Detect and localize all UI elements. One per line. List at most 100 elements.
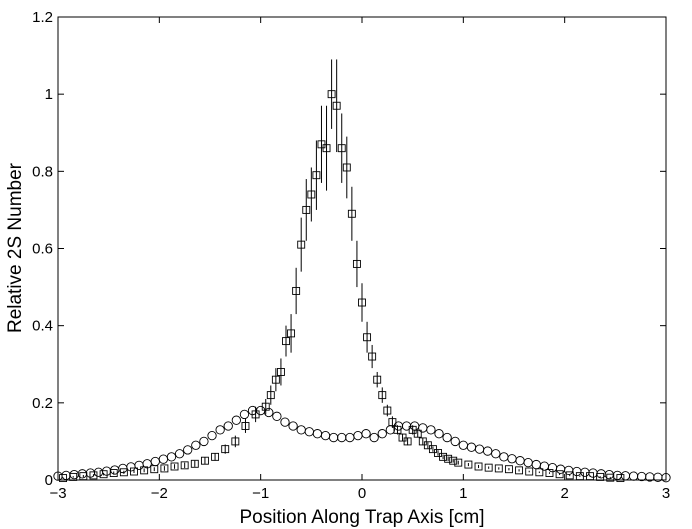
square-point bbox=[79, 472, 88, 481]
square-point bbox=[130, 467, 138, 476]
square-point bbox=[403, 437, 412, 446]
square-point bbox=[221, 445, 230, 454]
square-point bbox=[211, 452, 220, 461]
x-tick-label: 1 bbox=[459, 485, 467, 502]
x-axis-ticks: −3 −2 −1 0 1 2 3 bbox=[49, 17, 670, 502]
y-tick-label: 0 bbox=[45, 472, 53, 489]
circle-point bbox=[483, 446, 493, 456]
square-point bbox=[307, 190, 316, 199]
circle-point bbox=[288, 421, 298, 431]
circle-point bbox=[458, 440, 468, 450]
square-point bbox=[282, 337, 290, 346]
circle-point bbox=[328, 432, 339, 443]
square-point bbox=[170, 462, 179, 471]
circle-point bbox=[474, 444, 485, 454]
circle-point bbox=[369, 432, 379, 443]
square-point bbox=[616, 474, 625, 483]
circle-point bbox=[418, 423, 428, 433]
square-point bbox=[302, 205, 311, 214]
circle-point bbox=[564, 465, 574, 476]
circle-point bbox=[150, 456, 160, 467]
y-axis-label: Relative 2S Number bbox=[5, 162, 26, 333]
circle-point bbox=[264, 407, 274, 418]
square-point bbox=[358, 298, 366, 307]
circle-point bbox=[166, 452, 177, 462]
circle-point bbox=[612, 470, 623, 481]
square-point bbox=[454, 458, 463, 467]
square-point bbox=[342, 163, 351, 172]
square-point bbox=[444, 454, 453, 463]
square-point bbox=[555, 470, 564, 479]
y-tick-label: 0.4 bbox=[32, 318, 53, 335]
circle-point bbox=[491, 449, 501, 459]
circle-point bbox=[280, 417, 290, 427]
x-tick-label: 0 bbox=[358, 485, 366, 502]
circle-point bbox=[312, 429, 323, 439]
circle-point bbox=[555, 464, 566, 474]
circle-point bbox=[523, 457, 533, 468]
circle-point bbox=[231, 415, 241, 425]
square-point bbox=[368, 352, 377, 361]
circle-point bbox=[183, 445, 193, 455]
circle-point bbox=[434, 429, 444, 439]
circle-point bbox=[572, 466, 582, 477]
circle-point bbox=[515, 456, 525, 466]
y-tick-label: 0.8 bbox=[32, 163, 53, 180]
square-point bbox=[231, 437, 240, 446]
circle-point bbox=[499, 452, 509, 462]
x-tick-label: 2 bbox=[560, 485, 568, 502]
circle-point bbox=[215, 425, 225, 435]
circle-point bbox=[377, 429, 387, 439]
circle-point bbox=[361, 429, 371, 439]
circle-point bbox=[69, 469, 79, 480]
circle-point bbox=[442, 432, 452, 443]
circle-point bbox=[320, 430, 331, 441]
square-point bbox=[352, 259, 361, 268]
square-point bbox=[474, 462, 483, 471]
square-point bbox=[160, 464, 169, 473]
square-point bbox=[363, 333, 372, 342]
square-point bbox=[200, 456, 209, 465]
circle-point bbox=[337, 432, 347, 443]
square-point bbox=[565, 471, 574, 480]
circle-point bbox=[239, 409, 250, 420]
circle-point bbox=[661, 473, 671, 483]
x-tick-label: 3 bbox=[662, 485, 670, 502]
circle-point bbox=[272, 411, 282, 421]
square-point bbox=[241, 422, 250, 430]
square-point bbox=[535, 468, 544, 477]
circle-point bbox=[126, 462, 136, 472]
circle-point bbox=[85, 468, 96, 478]
square-point bbox=[292, 286, 301, 295]
square-point bbox=[373, 375, 382, 384]
square-point bbox=[322, 144, 331, 153]
circle-point bbox=[385, 425, 396, 435]
square-point bbox=[484, 463, 493, 472]
circle-point bbox=[628, 471, 639, 481]
x-axis-label: Position Along Trap Axis [cm] bbox=[239, 507, 484, 528]
y-tick-label: 0.6 bbox=[32, 241, 53, 258]
circle-point bbox=[199, 436, 209, 447]
square-point bbox=[266, 391, 275, 400]
square-series bbox=[59, 90, 625, 483]
square-point bbox=[464, 460, 473, 469]
square-point bbox=[297, 240, 306, 249]
square-point bbox=[378, 391, 387, 400]
circle-point bbox=[539, 461, 550, 471]
square-point bbox=[525, 467, 534, 476]
circle-point bbox=[207, 430, 217, 441]
circle-point bbox=[77, 469, 87, 479]
circle-point bbox=[547, 463, 558, 473]
square-point bbox=[347, 209, 356, 218]
circle-point bbox=[61, 470, 71, 481]
circle-point bbox=[466, 442, 477, 452]
square-point bbox=[59, 474, 68, 483]
circle-point bbox=[191, 440, 201, 450]
square-point bbox=[494, 464, 503, 473]
square-point bbox=[545, 469, 554, 478]
square-point bbox=[413, 429, 422, 438]
square-point bbox=[596, 472, 605, 481]
y-tick-label: 1.2 bbox=[32, 9, 53, 26]
circle-point bbox=[637, 471, 647, 482]
